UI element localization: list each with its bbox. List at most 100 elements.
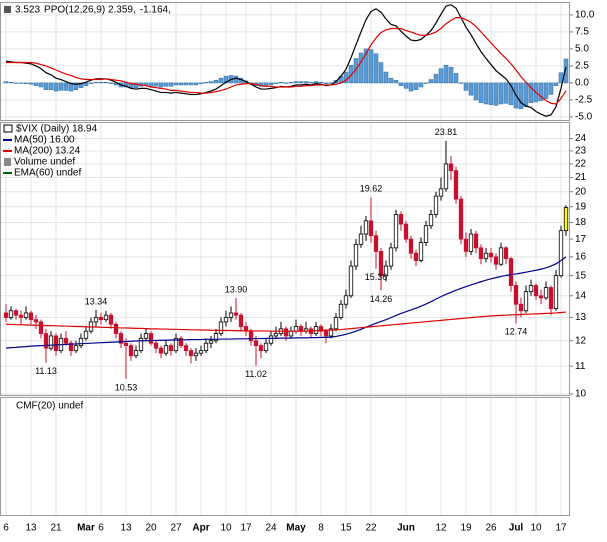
candle-body <box>368 220 374 237</box>
candle-body <box>218 321 224 334</box>
candle-body <box>13 310 19 316</box>
candle-body <box>378 251 384 277</box>
candle-body <box>483 252 489 260</box>
histogram-bar <box>38 82 44 88</box>
histogram-bar <box>378 62 384 84</box>
y-tick-label: 7.5 <box>575 27 589 38</box>
y-tick-label: -2.5 <box>575 95 593 106</box>
candle-body <box>38 321 44 334</box>
candle-body <box>543 287 549 299</box>
histogram-bar <box>313 81 319 84</box>
histogram-bar <box>348 64 354 84</box>
histogram-bar <box>373 53 379 84</box>
x-tick-label: 21 <box>50 523 62 534</box>
candle-body <box>383 265 389 277</box>
histogram-bar <box>98 81 104 84</box>
histogram-bar <box>183 82 189 86</box>
data-label: 13.90 <box>225 284 248 294</box>
candle-body <box>113 323 119 334</box>
histogram-bar <box>88 82 94 84</box>
histogram-bar <box>173 82 179 86</box>
histogram-bar <box>428 79 434 84</box>
histogram-bar <box>493 82 499 106</box>
candle-body <box>398 214 404 225</box>
candle-body <box>63 337 69 344</box>
histogram-bar <box>363 48 369 84</box>
histogram-bar <box>398 82 404 86</box>
candle-body <box>463 238 469 252</box>
candle-body <box>508 258 514 286</box>
histogram-bar <box>123 82 129 88</box>
candle-body <box>418 242 424 261</box>
candle-body <box>453 170 459 200</box>
x-tick-label: 26 <box>485 523 497 534</box>
x-tick-label: 13 <box>120 523 132 534</box>
chart-title: CMF(20) undef <box>16 401 83 412</box>
candle-body <box>313 326 319 334</box>
x-tick-label: 27 <box>170 523 182 534</box>
histogram-bar <box>463 82 469 91</box>
candle-body <box>238 314 244 327</box>
histogram-bar <box>148 82 154 87</box>
histogram-bar <box>508 82 514 105</box>
histogram-bar <box>33 82 39 86</box>
panel-frame <box>0 397 570 516</box>
histogram-bar <box>538 82 544 101</box>
candle-body <box>258 345 264 352</box>
x-tick-label: 10 <box>220 523 232 534</box>
histogram-bar <box>528 82 534 103</box>
histogram-bar <box>13 82 19 84</box>
histogram-bar <box>563 58 569 84</box>
histogram-bar <box>3 81 9 84</box>
series-line <box>5 311 567 332</box>
x-tick-label: 6 <box>3 523 9 534</box>
x-tick-label: 17 <box>240 523 252 534</box>
candle-body <box>443 163 449 190</box>
data-label: 19.62 <box>360 184 383 194</box>
data-label: 12.74 <box>505 327 528 337</box>
data-label: 14.26 <box>370 294 393 304</box>
legend-swatch <box>4 158 11 166</box>
candle-body <box>413 252 419 261</box>
candle-body <box>78 337 84 347</box>
candle-body <box>8 310 14 318</box>
x-tick-label: 10 <box>530 523 542 534</box>
candle-body <box>468 233 474 252</box>
data-label: 15.36 <box>365 272 388 282</box>
candle-body <box>333 317 339 330</box>
candle-body <box>438 188 444 197</box>
x-tick-label: 13 <box>25 523 37 534</box>
histogram-bar <box>503 82 509 104</box>
data-label: 10.53 <box>115 382 138 392</box>
histogram-bar <box>478 82 484 103</box>
candle-body <box>348 265 354 297</box>
candle-body <box>133 350 139 357</box>
candle-body <box>28 312 34 321</box>
candle-body <box>178 337 184 347</box>
candle-body <box>128 345 134 357</box>
candle-body <box>148 333 154 344</box>
histogram-bar <box>163 82 169 87</box>
histogram-bar <box>553 82 559 86</box>
histogram-bar <box>443 64 449 84</box>
histogram-bar <box>393 79 399 84</box>
histogram-bar <box>28 82 34 85</box>
candle-body <box>408 238 414 254</box>
candle-body <box>288 330 294 337</box>
y-tick-label: 19 <box>575 201 587 212</box>
x-tick-label: Jun <box>397 523 415 534</box>
histogram-bar <box>288 81 294 84</box>
histogram-bar <box>108 82 114 84</box>
candle-body <box>53 335 59 352</box>
histogram-bar <box>168 82 174 87</box>
candle-body <box>423 225 429 243</box>
candle-body <box>143 333 149 339</box>
candle-body <box>433 195 439 215</box>
x-tick-label: 22 <box>365 523 377 534</box>
histogram-bar <box>358 52 364 84</box>
histogram-bar <box>153 82 159 87</box>
candle-body <box>23 312 29 318</box>
series-line <box>5 256 567 349</box>
